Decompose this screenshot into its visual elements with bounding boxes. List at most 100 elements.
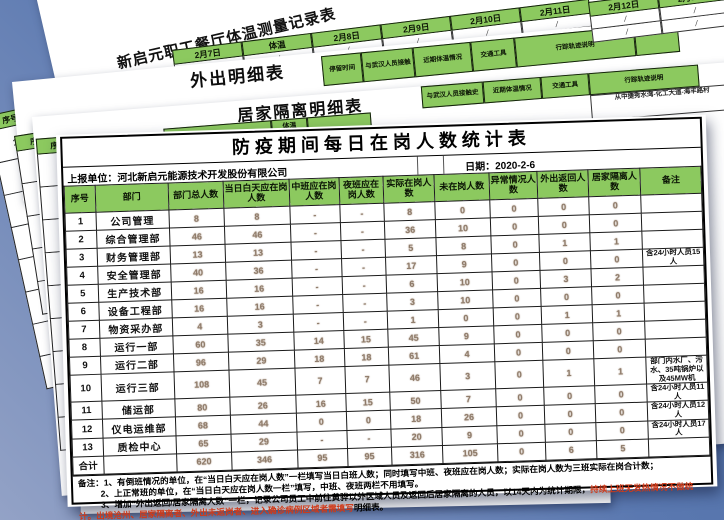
value-cell: 0 (493, 324, 543, 345)
column-header: 备注 (640, 166, 702, 196)
value-cell: 7 (344, 365, 390, 394)
remark-cell: 部门内水厂、污水、35吨锅炉以及45MW机 (646, 355, 708, 385)
quarantine-header-cell: 交通工具 (540, 73, 591, 99)
department-cell: 物资采办部 (98, 318, 173, 339)
value-cell: 1 (539, 232, 591, 253)
value-cell: - (290, 240, 342, 261)
value-cell: 6 (386, 273, 438, 294)
value-cell: 4 (439, 344, 495, 364)
column-header: 序号 (64, 185, 96, 214)
value-cell: 68 (175, 415, 231, 436)
value-cell: 0 (497, 442, 547, 462)
value-cell: 80 (174, 397, 230, 418)
remark-cell (648, 437, 710, 457)
value-cell: 95 (297, 448, 348, 468)
outing-header-cell: 与武汉人员接触 (360, 47, 416, 83)
value-cell: 620 (176, 452, 232, 472)
remark-cell (645, 319, 707, 340)
value-cell: 0 (491, 270, 541, 291)
value-cell: 7 (294, 366, 346, 396)
department-cell: 质检中心 (102, 435, 177, 457)
remark-cell (645, 337, 707, 358)
value-cell: 65 (175, 433, 232, 454)
value-cell: 0 (594, 384, 648, 405)
value-cell: 1 (543, 358, 595, 388)
department-cell: 运行三部 (100, 372, 175, 402)
value-cell: 0 (539, 250, 592, 271)
value-cell: 316 (391, 445, 444, 465)
remark-cell (641, 193, 703, 214)
value-cell: 46 (224, 224, 291, 245)
remark-cell: 含24小时人员12人 (647, 400, 709, 421)
report-date-label: 日期：2020-2-6 (464, 159, 536, 174)
footnote-segment: 明细表。 (353, 502, 389, 514)
department-cell: 财务管理部 (96, 245, 171, 267)
value-cell: - (289, 204, 340, 225)
value-cell: 16 (226, 296, 294, 317)
value-cell: 0 (490, 216, 540, 236)
value-cell: 0 (591, 285, 645, 305)
value-cell: 35 (227, 332, 295, 353)
department-cell: 设备工程部 (98, 300, 173, 321)
serial-cell: 1 (64, 212, 97, 232)
value-cell: 0 (491, 252, 541, 273)
value-cell: 1 (590, 231, 643, 251)
value-cell: 50 (389, 390, 442, 411)
value-cell: 9 (438, 326, 495, 346)
value-cell: 0 (492, 288, 542, 309)
value-cell: - (292, 294, 343, 315)
value-cell: 96 (173, 352, 229, 373)
department-cell (103, 453, 177, 475)
value-cell: 29 (228, 350, 295, 371)
value-cell: 0 (588, 195, 642, 215)
value-cell: 108 (173, 370, 230, 400)
column-header: 实际在岗人数 (383, 174, 435, 204)
value-cell: 16 (170, 280, 227, 301)
value-cell: 26 (441, 407, 497, 428)
serial-cell: 3 (66, 248, 98, 268)
value-cell: 0 (537, 196, 590, 217)
value-cell: 0 (492, 306, 542, 327)
main-table: 序号 部门 部门总人数 当日白天应在岗人数 中班应在岗人数 夜班应在岗人数 实际在岗人数 未在… (64, 166, 711, 476)
value-cell: 3 (386, 291, 439, 312)
info-divider (442, 155, 445, 174)
department-cell: 综合管理部 (96, 227, 170, 249)
value-cell: 6 (545, 440, 598, 461)
remark-cell (644, 301, 706, 322)
value-cell: 20 (390, 427, 443, 447)
serial-cell: 5 (67, 284, 99, 304)
column-header: 中班应在岗人数 (288, 177, 340, 207)
value-cell: 1 (593, 357, 648, 386)
value-cell: 0 (489, 198, 539, 218)
column-header: 部门总人数 (167, 181, 224, 210)
column-header: 夜班应在岗人数 (338, 176, 384, 205)
value-cell: 0 (496, 405, 546, 426)
serial-cell: 13 (72, 437, 104, 458)
value-cell: 10 (437, 272, 493, 292)
value-cell: 40 (170, 262, 226, 283)
value-cell: 0 (438, 308, 494, 328)
value-cell: 8 (223, 206, 291, 227)
column-header: 未在岗人数 (433, 172, 490, 202)
serial-cell: 9 (69, 356, 101, 376)
department-cell: 运行一部 (99, 336, 174, 357)
department-cell: 储运部 (101, 399, 176, 420)
value-cell: 61 (388, 345, 440, 366)
value-cell: 0 (543, 385, 596, 406)
value-cell: 0 (542, 340, 594, 361)
value-cell: 36 (225, 260, 292, 281)
main-report-sheet: 防疫期间每日在岗人数统计表 上报单位：河北新启元能源技术开发股份有限公司 日期：… (56, 114, 718, 520)
remark-cell: 含24小时人员15人 (642, 247, 704, 268)
column-header: 部门 (94, 183, 169, 213)
outing-header-cell: 近期体温情况 (412, 41, 474, 78)
value-cell: 9 (436, 253, 492, 274)
value-cell: 1 (387, 309, 439, 330)
department-cell: 公司管理 (95, 209, 170, 231)
value-cell: 29 (230, 431, 298, 453)
value-cell: - (290, 222, 341, 243)
value-cell: 0 (494, 342, 544, 363)
serial-cell: 2 (65, 230, 97, 250)
value-cell: 26 (229, 395, 297, 416)
value-cell: 15 (343, 329, 389, 349)
